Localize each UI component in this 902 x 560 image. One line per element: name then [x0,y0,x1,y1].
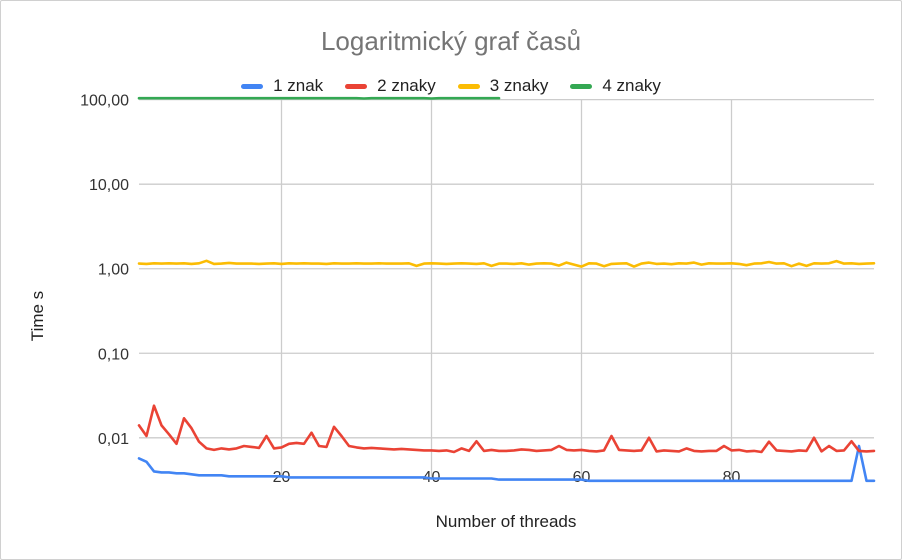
legend-swatch [570,83,593,89]
y-tick-label: 0,10 [98,346,129,363]
legend: 1 znak 2 znaky 3 znaky 4 znaky [0,76,902,96]
chart-title: Logaritmický graf časů [320,26,582,56]
y-tick-label: 1,00 [98,262,129,279]
series-line-2 [137,404,876,454]
series-line-1 [137,444,876,483]
legend-label: 1 znak [273,76,324,95]
legend-swatch [345,83,368,89]
x-tick-label: 60 [573,469,591,486]
legend-label: 4 znaky [602,76,661,95]
x-tick-label: 80 [723,469,741,486]
legend-swatch [241,83,264,89]
x-axis-title: Number of threads [435,512,577,531]
y-tick-label: 100,00 [80,93,129,110]
y-tick-label: 0,01 [98,431,129,448]
legend-item-2-znaky[interactable]: 2 znaky [345,76,436,96]
legend-item-4-znaky[interactable]: 4 znaky [570,76,661,96]
series-line-3 [137,259,876,268]
legend-label: 2 znaky [377,76,436,95]
legend-item-1-znak[interactable]: 1 znak [241,76,323,96]
legend-swatch [457,83,480,89]
legend-label: 3 znaky [489,76,549,95]
y-tick-label: 10,00 [89,177,129,194]
legend-item-3-znaky[interactable]: 3 znaky [457,76,549,96]
y-axis-title: Time s [28,290,47,342]
